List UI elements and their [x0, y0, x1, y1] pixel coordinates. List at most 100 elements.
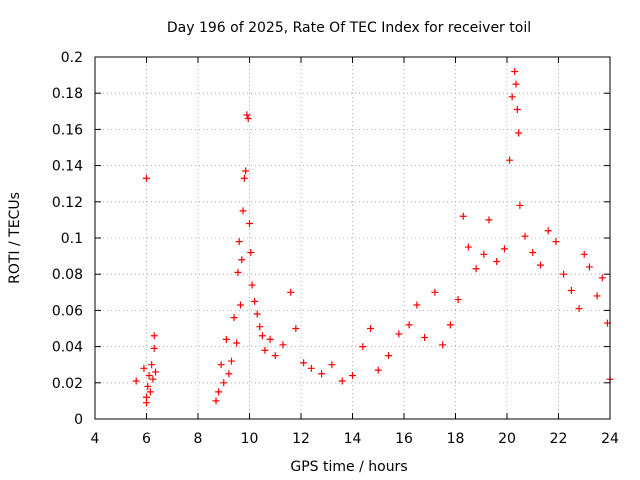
axis-ticks: 4 6 8 10 12 14 16 18 20 22 24 0 0.02 0.04 0.06 0.08 0.1 0…: [52, 50, 619, 447]
x-tick-label: 24: [601, 431, 619, 447]
data-point: [328, 361, 336, 369]
y-axis-label: ROTI / TECUs: [7, 192, 23, 284]
data-point: [374, 366, 382, 374]
data-point: [236, 301, 244, 309]
data-point: [234, 268, 242, 276]
x-tick-label: 8: [194, 431, 203, 447]
y-tick-label: 0.08: [52, 267, 83, 283]
data-point: [536, 261, 544, 269]
data-point: [515, 129, 523, 137]
x-tick-label: 22: [550, 431, 568, 447]
data-points: [132, 67, 614, 407]
data-point: [256, 323, 264, 331]
data-point: [248, 281, 256, 289]
data-point: [508, 93, 516, 101]
data-point: [143, 174, 150, 182]
x-tick-label: 12: [292, 431, 310, 447]
data-point: [405, 321, 413, 329]
chart-title: Day 196 of 2025, Rate Of TEC Index for r…: [167, 20, 531, 36]
x-tick-label: 10: [241, 431, 259, 447]
data-point: [266, 335, 274, 343]
data-point: [146, 388, 154, 396]
y-tick-label: 0.12: [52, 195, 83, 211]
data-point: [439, 341, 447, 349]
data-point: [242, 167, 250, 175]
data-point: [421, 334, 429, 342]
data-point: [271, 352, 279, 360]
data-point: [222, 335, 230, 343]
data-point: [500, 245, 508, 253]
data-point: [239, 207, 247, 215]
data-point: [544, 227, 552, 235]
y-tick-label: 0.04: [52, 340, 83, 356]
data-point: [220, 379, 228, 387]
data-point: [243, 111, 251, 119]
data-point: [580, 250, 588, 258]
data-point: [513, 105, 521, 113]
data-point: [560, 270, 568, 278]
data-point: [152, 368, 160, 376]
data-point: [431, 288, 439, 296]
data-point: [359, 343, 367, 351]
data-point: [506, 156, 514, 164]
data-point: [279, 341, 287, 349]
data-point: [485, 216, 493, 224]
data-point: [367, 325, 375, 332]
y-tick-label: 0.14: [52, 159, 83, 175]
data-point: [300, 359, 308, 367]
data-point: [338, 377, 346, 385]
data-point: [585, 263, 593, 271]
data-point: [148, 361, 156, 369]
data-point: [225, 370, 233, 378]
data-point: [227, 357, 235, 365]
data-point: [235, 238, 243, 246]
data-point: [143, 399, 150, 407]
data-point: [598, 274, 606, 282]
data-point: [307, 364, 315, 372]
y-tick-label: 0: [74, 412, 83, 428]
x-tick-label: 4: [91, 431, 100, 447]
data-point: [446, 321, 454, 329]
data-point: [349, 372, 356, 380]
data-point: [529, 248, 537, 256]
data-point: [459, 212, 467, 220]
x-tick-label: 6: [142, 431, 151, 447]
data-point: [240, 174, 248, 182]
x-tick-label: 20: [498, 431, 516, 447]
data-point: [575, 305, 583, 313]
data-point: [212, 397, 220, 405]
y-tick-label: 0.18: [52, 86, 83, 102]
data-point: [150, 344, 158, 352]
data-point: [258, 332, 266, 340]
data-point: [385, 352, 393, 360]
data-point: [140, 364, 148, 372]
data-point: [552, 238, 560, 246]
data-point: [511, 67, 519, 75]
x-axis-label: GPS time / hours: [290, 459, 407, 475]
data-point: [292, 325, 300, 332]
data-point: [493, 258, 501, 266]
data-point: [150, 332, 158, 340]
data-point: [512, 80, 520, 88]
data-point: [472, 265, 480, 273]
grid-lines: [95, 57, 610, 419]
y-tick-label: 0.06: [52, 303, 83, 319]
data-point: [287, 288, 295, 296]
data-point: [253, 310, 261, 318]
data-point: [132, 377, 140, 385]
y-tick-label: 0.16: [52, 122, 83, 138]
data-point: [261, 346, 269, 354]
data-point: [567, 286, 575, 294]
data-point: [593, 292, 601, 300]
y-tick-label: 0.2: [61, 50, 83, 66]
y-tick-label: 0.02: [52, 376, 83, 392]
data-point: [251, 297, 259, 305]
data-point: [247, 248, 255, 256]
data-point: [318, 370, 326, 378]
data-point: [144, 382, 152, 390]
data-point: [238, 256, 246, 264]
data-point: [246, 220, 253, 228]
x-tick-label: 14: [344, 431, 362, 447]
